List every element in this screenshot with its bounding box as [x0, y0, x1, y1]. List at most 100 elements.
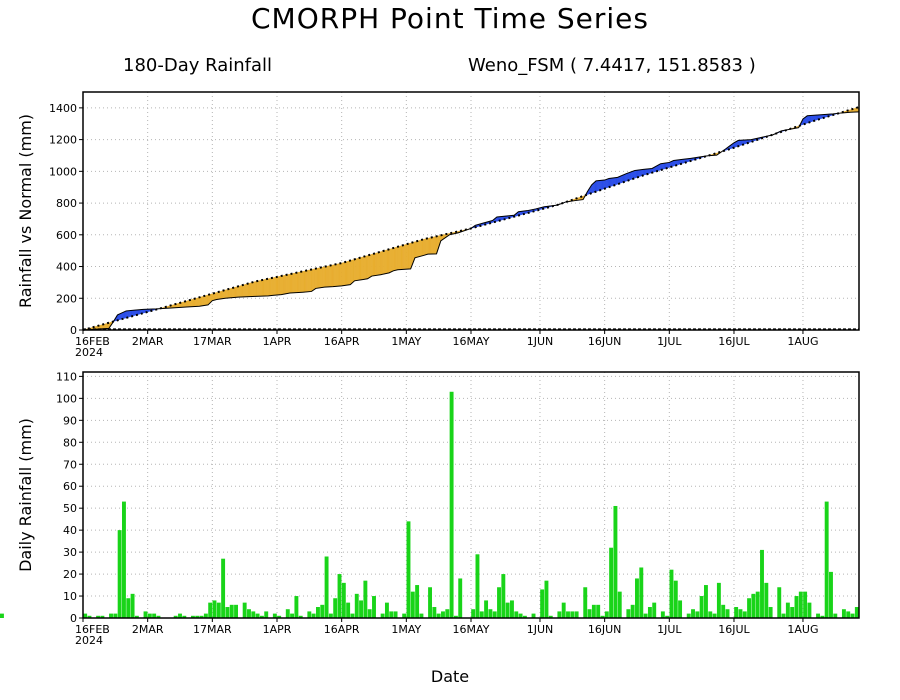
above-normal-fill	[129, 310, 131, 318]
below-normal-fill	[349, 260, 351, 285]
below-normal-fill	[331, 264, 334, 287]
below-normal-fill	[229, 288, 231, 299]
below-normal-fill	[262, 279, 265, 297]
above-normal-fill	[676, 159, 679, 166]
below-normal-fill	[286, 274, 288, 294]
below-normal-fill	[231, 287, 233, 298]
below-normal-fill	[234, 286, 237, 298]
daily-rain-bar	[298, 615, 303, 618]
daily-rain-bar	[798, 591, 803, 618]
below-normal-fill	[397, 246, 399, 270]
daily-y-tick-label: 10	[63, 590, 77, 603]
above-normal-fill	[677, 159, 680, 166]
daily-rain-bar	[307, 611, 312, 618]
below-normal-fill	[314, 268, 316, 290]
above-normal-fill	[820, 114, 822, 120]
daily-rain-bar	[850, 613, 855, 618]
below-normal-fill	[399, 245, 402, 270]
below-normal-fill	[424, 238, 426, 256]
daily-rain-bar	[734, 607, 739, 618]
below-normal-fill	[383, 250, 385, 275]
below-normal-fill	[322, 266, 324, 288]
daily-rain-bar	[406, 521, 411, 618]
daily-rain-bar	[544, 580, 549, 618]
daily-rain-bar	[751, 593, 756, 618]
below-normal-fill	[323, 266, 325, 288]
daily-rain-bar	[380, 613, 385, 618]
daily-rain-bar	[96, 615, 101, 618]
below-normal-fill	[274, 276, 277, 296]
below-normal-fill	[343, 261, 346, 286]
above-normal-fill	[638, 169, 641, 177]
below-normal-fill	[206, 294, 209, 306]
daily-rain-bar	[225, 607, 230, 618]
daily-rain-bar	[173, 615, 178, 618]
daily-rain-bar	[630, 604, 635, 618]
daily-rain-bar	[410, 591, 415, 618]
x-axis-title: Date	[431, 667, 469, 686]
below-normal-fill	[387, 249, 390, 274]
below-normal-fill	[220, 290, 223, 300]
daily-rain-bar	[255, 613, 260, 618]
below-normal-fill	[289, 273, 292, 294]
daily-rain-bar	[359, 600, 364, 618]
below-normal-fill	[285, 274, 287, 294]
below-normal-fill	[392, 247, 394, 272]
below-normal-fill	[255, 281, 257, 297]
below-normal-fill	[390, 248, 392, 273]
below-normal-fill	[240, 285, 242, 298]
below-normal-fill	[235, 286, 238, 298]
daily-rain-bar	[781, 613, 786, 618]
below-normal-fill	[434, 236, 436, 255]
above-normal-fill	[640, 169, 642, 177]
below-normal-fill	[246, 283, 249, 297]
daily-x-tick-label: 1APR	[263, 623, 292, 636]
daily-rain-bar	[203, 613, 208, 618]
below-normal-fill	[354, 258, 356, 281]
daily-y-tick-label: 0	[70, 612, 77, 625]
daily-rain-bar	[109, 613, 113, 618]
below-normal-fill	[104, 323, 106, 329]
daily-rain-bar	[122, 501, 126, 618]
daily-y-tick-label: 50	[63, 502, 77, 515]
daily-rain-bar	[604, 611, 609, 618]
below-normal-fill	[391, 248, 393, 273]
above-normal-fill	[810, 115, 812, 123]
below-normal-fill	[277, 276, 280, 296]
below-normal-fill	[356, 258, 358, 281]
below-normal-fill	[225, 289, 227, 299]
daily-rain-bar	[415, 585, 420, 618]
above-normal-fill	[595, 180, 598, 192]
above-normal-fill	[814, 115, 817, 121]
cumulative-y-tick-label: 200	[56, 292, 77, 305]
above-normal-fill	[644, 169, 646, 176]
above-normal-fill	[649, 168, 652, 174]
below-normal-fill	[402, 244, 405, 270]
below-normal-fill	[401, 244, 404, 270]
above-normal-fill	[673, 160, 675, 167]
daily-rain-bar	[87, 615, 92, 618]
below-normal-fill	[327, 265, 329, 288]
below-normal-fill	[105, 323, 107, 329]
below-normal-fill	[380, 251, 382, 275]
below-normal-fill	[256, 280, 258, 297]
below-normal-fill	[204, 295, 207, 306]
below-normal-fill	[345, 261, 348, 286]
below-normal-fill	[321, 266, 323, 288]
daily-rain-bar	[372, 596, 376, 618]
above-normal-fill	[124, 310, 127, 319]
above-normal-fill	[807, 115, 809, 124]
below-normal-fill	[324, 266, 326, 288]
below-normal-fill	[347, 260, 350, 286]
below-normal-fill	[198, 297, 200, 307]
cumulative-x-tick-label: 1JUN	[527, 335, 554, 348]
daily-rain-bar	[354, 593, 359, 618]
below-normal-fill	[370, 254, 372, 278]
below-normal-fill	[394, 247, 396, 271]
below-normal-fill	[238, 285, 240, 298]
below-normal-fill	[393, 247, 395, 272]
daily-rain-bar	[691, 609, 695, 618]
below-normal-fill	[282, 275, 284, 295]
above-normal-fill	[668, 162, 670, 168]
